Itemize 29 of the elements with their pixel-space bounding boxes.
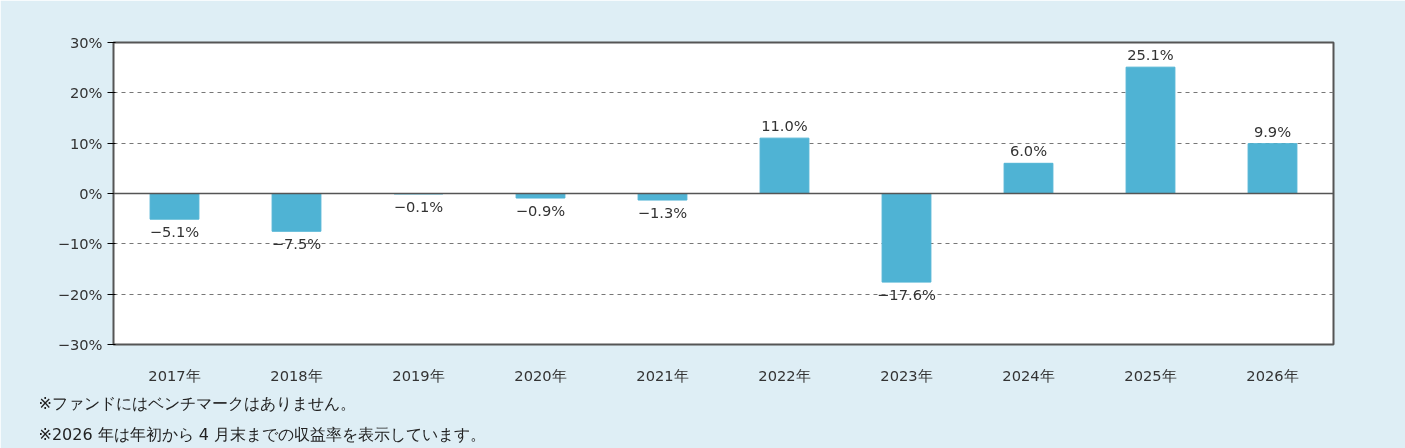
y-tick-label: −20% bbox=[57, 285, 103, 303]
x-tick-label: 2017年 bbox=[148, 366, 201, 384]
data-label: −0.1% bbox=[393, 198, 444, 215]
data-label: 6.0% bbox=[1009, 142, 1048, 160]
y-tick-label: −10% bbox=[57, 235, 103, 253]
x-tick-label: 2023年 bbox=[880, 366, 933, 384]
x-tick-label: 2026年 bbox=[1246, 366, 1299, 384]
data-label: 25.1% bbox=[1127, 46, 1174, 64]
text: ※ファンドにはベンチマークはありません。 bbox=[38, 393, 356, 413]
text: ※2026 年は年初から 4 月末までの収益率を表示しています。 bbox=[38, 424, 487, 444]
data-label: −1.3% bbox=[637, 204, 688, 222]
data-label: −7.5% bbox=[271, 235, 322, 253]
data-label: −5.1% bbox=[149, 223, 200, 241]
data-label: −17.6% bbox=[877, 286, 936, 304]
y-tick-label: 0% bbox=[79, 185, 103, 202]
x-tick-label: 2020年 bbox=[514, 366, 567, 384]
x-tick-label: 2018年 bbox=[270, 366, 323, 384]
y-tick-label: 30% bbox=[69, 34, 103, 51]
data-label: −0.9% bbox=[515, 202, 566, 220]
y-tick-label: 10% bbox=[69, 134, 103, 152]
x-tick-label: 2022年 bbox=[758, 366, 811, 384]
y-tick-label: −30% bbox=[57, 336, 103, 353]
x-tick-label: 2025年 bbox=[1124, 366, 1177, 384]
data-label: 9.9% bbox=[1253, 122, 1292, 140]
x-tick-label: 2019年 bbox=[392, 366, 445, 384]
x-tick-label: 2021年 bbox=[636, 366, 689, 384]
data-label: 11.0% bbox=[761, 117, 808, 135]
y-tick-label: 20% bbox=[69, 84, 103, 102]
x-tick-label: 2024年 bbox=[1002, 366, 1055, 384]
